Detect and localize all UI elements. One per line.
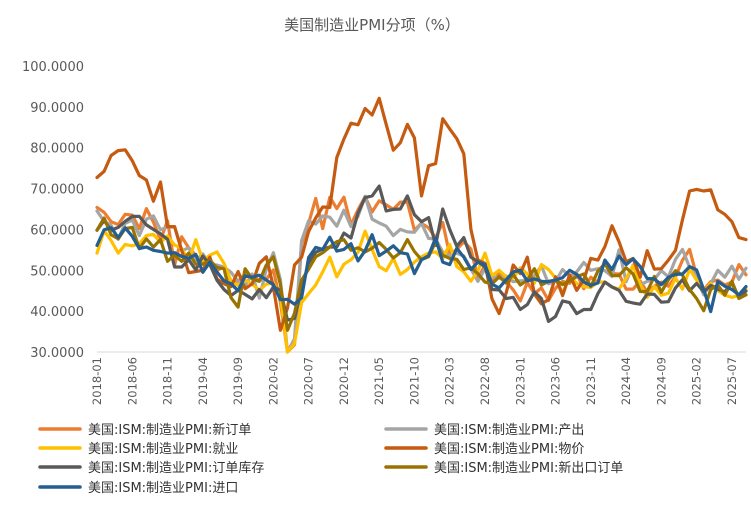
x-tick-label: 2020-12 xyxy=(337,357,351,405)
x-tick-label: 2020-02 xyxy=(266,357,280,405)
x-tick-label: 2018-01 xyxy=(90,357,104,405)
x-tick-label: 2022-03 xyxy=(443,357,457,405)
x-axis: 2018-01 2018-06 2018-11 2019-04 2019-09 2020-… xyxy=(90,351,746,405)
series-line-4 xyxy=(95,184,748,323)
x-tick-label: 2021-10 xyxy=(407,357,421,405)
legend-label-3: 美国:ISM:制造业PMI:物价 xyxy=(434,442,584,457)
y-tick-label: 40.0000 xyxy=(30,305,84,320)
x-tick-label: 2022-08 xyxy=(478,357,492,405)
chart-title: 美国制造业PMI分项（%） xyxy=(284,16,460,34)
x-tick-label: 2020-07 xyxy=(302,357,316,405)
x-tick-label: 2018-06 xyxy=(125,357,139,405)
y-axis: 30.0000 40.0000 50.0000 60.0000 70.0000 80.00… xyxy=(22,60,84,361)
x-tick-label: 2021-05 xyxy=(372,357,386,405)
legend-label-5: 美国:ISM:制造业PMI:新出口订单 xyxy=(434,460,623,476)
x-tick-label: 2019-04 xyxy=(196,357,210,405)
series-line-3 xyxy=(95,96,748,332)
x-tick-label: 2018-11 xyxy=(161,357,175,405)
y-tick-label: 90.0000 xyxy=(30,101,84,116)
legend-label-6: 美国:ISM:制造业PMI:进口 xyxy=(88,481,238,496)
x-tick-label: 2019-09 xyxy=(231,357,245,405)
legend-label-4: 美国:ISM:制造业PMI:订单库存 xyxy=(88,460,264,476)
y-tick-label: 30.0000 xyxy=(30,346,84,361)
series-line-5 xyxy=(95,216,748,332)
y-tick-label: 100.0000 xyxy=(22,60,84,75)
legend-label-0: 美国:ISM:制造业PMI:新订单 xyxy=(88,422,251,438)
x-tick-label: 2023-01 xyxy=(513,357,527,405)
x-tick-label: 2025-07 xyxy=(725,357,739,405)
y-tick-label: 50.0000 xyxy=(30,264,84,279)
plot-area xyxy=(95,96,748,354)
legend-label-2: 美国:ISM:制造业PMI:就业 xyxy=(88,442,238,457)
series-line-6 xyxy=(95,226,748,314)
x-tick-label: 2023-06 xyxy=(549,357,563,405)
y-tick-label: 80.0000 xyxy=(30,142,84,157)
x-tick-label: 2025-02 xyxy=(690,357,704,405)
legend: 美国:ISM:制造业PMI:新订单 美国:ISM:制造业PMI:产出美国:ISM:… xyxy=(38,422,623,496)
y-tick-label: 60.0000 xyxy=(30,223,84,238)
x-tick-label: 2024-09 xyxy=(654,357,668,405)
x-tick-label: 2024-04 xyxy=(619,357,633,405)
legend-label-1: 美国:ISM:制造业PMI:产出 xyxy=(434,423,584,438)
y-tick-label: 70.0000 xyxy=(30,183,84,198)
x-tick-label: 2023-11 xyxy=(584,357,598,405)
